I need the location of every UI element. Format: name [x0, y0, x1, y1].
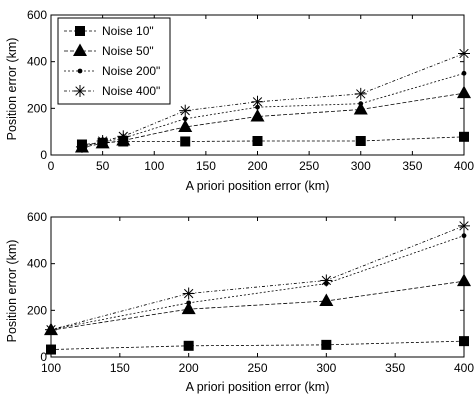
x-tick-label: 350	[402, 159, 422, 173]
y-tick-label: 0	[40, 148, 47, 162]
data-point	[75, 140, 88, 153]
x-tick-label: 150	[196, 159, 216, 173]
x-tick-label: 400	[454, 361, 474, 375]
legend-marker	[75, 26, 85, 36]
y-tick-label: 600	[27, 8, 47, 22]
series-star	[45, 219, 470, 336]
legend-label: Noise 400"	[102, 84, 160, 98]
data-point	[353, 102, 368, 115]
x-tick-label: 300	[316, 361, 336, 375]
series-line	[50, 235, 465, 330]
x-tick-label: 250	[299, 159, 319, 173]
data-point	[183, 340, 194, 351]
x-tick-label: 350	[385, 361, 405, 375]
y-tick-label: 200	[27, 303, 47, 317]
data-point	[458, 219, 470, 232]
data-point	[46, 344, 56, 355]
data-point	[181, 301, 196, 315]
series-line	[81, 136, 465, 145]
legend-item: Noise 10"	[64, 24, 154, 38]
data-point	[252, 136, 263, 146]
legend-marker	[73, 43, 87, 56]
data-point	[45, 323, 57, 336]
data-point	[457, 85, 471, 99]
x-tick-label: 100	[144, 159, 164, 173]
series-line	[50, 340, 465, 350]
x-tick-label: 0	[48, 159, 55, 173]
data-point	[182, 116, 188, 122]
data-point	[461, 70, 467, 76]
series-line	[50, 280, 465, 331]
data-point	[96, 135, 109, 147]
data-point	[320, 274, 333, 287]
x-tick-label: 100	[41, 361, 61, 375]
x-tick-label: 200	[179, 361, 199, 375]
y-tick-label: 0	[40, 350, 47, 364]
data-point	[182, 287, 195, 300]
legend-label: Noise 10"	[102, 24, 154, 38]
x-tick-label: 400	[454, 159, 474, 173]
y-axis-label: Position error (km)	[5, 38, 19, 141]
chart-panel-1: 0 50 100 150 200 250 300 350 400 0 200 400 600 A prio…	[5, 8, 474, 193]
data-point	[321, 339, 332, 350]
series-triangle	[44, 273, 471, 336]
series-square	[76, 131, 469, 150]
legend-label: Noise 200"	[102, 64, 160, 78]
x-tick-label: 250	[247, 361, 267, 375]
series-dot	[48, 233, 467, 332]
data-point	[355, 136, 366, 146]
data-point	[459, 131, 469, 142]
data-point	[457, 273, 471, 287]
series-star	[75, 47, 470, 153]
plot-frame	[50, 216, 465, 358]
y-tick-label: 600	[27, 210, 47, 224]
legend: Noise 10" Noise 50" Noise 200" Noise 400"	[57, 17, 171, 105]
data-point	[358, 101, 364, 107]
data-point	[117, 130, 130, 143]
data-point	[458, 47, 470, 60]
x-tick-label: 200	[247, 159, 267, 173]
data-point	[459, 336, 469, 347]
legend-marker	[77, 68, 83, 74]
data-point	[250, 109, 265, 122]
data-point	[179, 104, 192, 117]
legend-label: Noise 50"	[102, 44, 154, 58]
legend-item: Noise 50"	[64, 43, 154, 58]
y-axis-label: Position error (km)	[5, 240, 19, 343]
x-tick-label: 150	[110, 361, 130, 375]
chart-panel-2: 100 150 200 250 300 350 400 0 200 400 600 A priori …	[5, 210, 474, 394]
x-axis-label: A priori position error (km)	[186, 179, 330, 193]
y-tick-label: 400	[27, 55, 47, 69]
legend-marker	[74, 85, 86, 97]
data-point	[178, 119, 193, 132]
x-tick-label: 300	[351, 159, 371, 173]
data-point	[251, 95, 264, 108]
x-axis-label: A priori position error (km)	[186, 380, 330, 394]
series-square	[46, 336, 469, 355]
data-point	[319, 293, 334, 306]
data-point	[461, 233, 467, 239]
legend-item: Noise 200"	[64, 64, 160, 78]
y-tick-label: 400	[27, 257, 47, 271]
data-point	[186, 300, 192, 306]
y-tick-label: 200	[27, 101, 47, 115]
series-line	[50, 225, 465, 331]
data-point	[354, 87, 367, 100]
legend-item: Noise 400"	[64, 84, 160, 98]
x-tick-label: 50	[96, 159, 110, 173]
data-point	[180, 136, 191, 147]
